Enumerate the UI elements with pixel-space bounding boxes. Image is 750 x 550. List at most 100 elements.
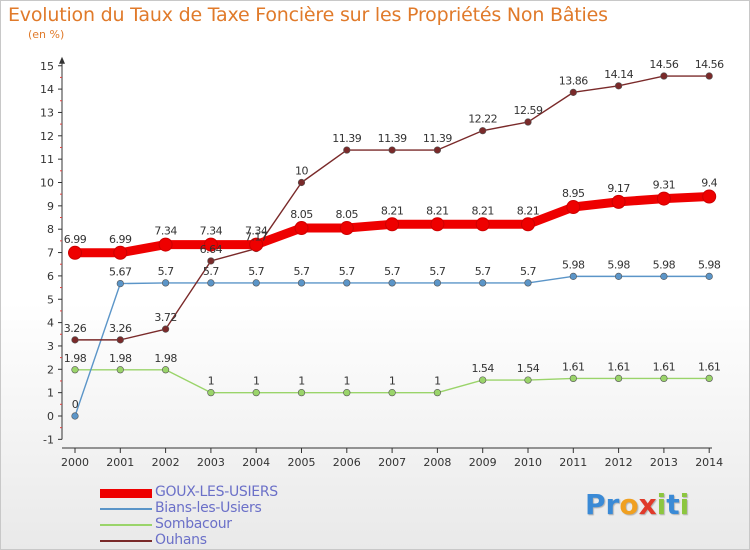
y-tick-label: 2: [47, 363, 54, 376]
y-tick-label: 4: [47, 317, 54, 330]
x-tick-label: 2011: [559, 456, 587, 469]
data-point: [660, 72, 668, 80]
data-label: 8.95: [562, 187, 585, 200]
data-point: [614, 82, 623, 90]
x-tick-label: 2000: [61, 456, 89, 469]
y-tick-label: 8: [47, 223, 54, 236]
y-tick-label: 15: [40, 60, 54, 73]
data-point: [611, 194, 626, 209]
data-point: [162, 366, 170, 374]
data-point: [614, 374, 623, 383]
data-point: [475, 217, 490, 232]
data-point: [430, 217, 445, 232]
logo-letter: o: [619, 488, 639, 521]
y-tick-label: 5: [47, 293, 54, 306]
data-label: 8.21: [426, 204, 449, 217]
data-label: 5.7: [339, 265, 355, 278]
data-point: [207, 279, 215, 287]
data-point: [343, 279, 351, 287]
chart-subtitle: (en %): [28, 28, 65, 41]
x-tick-label: 2013: [650, 456, 678, 469]
data-label: 1.61: [562, 360, 585, 373]
y-tick-label: 14: [40, 83, 54, 96]
data-point: [207, 257, 215, 265]
data-label: 7.34: [154, 225, 177, 238]
data-point: [297, 389, 306, 397]
data-point: [705, 72, 713, 80]
data-point: [162, 279, 170, 287]
legend-swatch: [100, 540, 152, 542]
data-point: [524, 118, 532, 126]
logo-letter: x: [638, 488, 657, 521]
legend-label: Bians-les-Usiers: [155, 500, 262, 516]
data-label: 1.54: [471, 362, 494, 375]
data-point: [343, 389, 351, 397]
data-label: 1.61: [653, 360, 676, 373]
data-point: [388, 389, 396, 397]
data-point: [479, 279, 487, 287]
data-label: 9.4: [701, 177, 717, 190]
data-point: [660, 374, 668, 383]
data-point: [702, 189, 717, 204]
y-tick-label: 11: [40, 153, 54, 166]
data-point: [524, 376, 532, 384]
data-label: 14.56: [649, 58, 678, 71]
data-label: 0: [72, 398, 79, 411]
y-tick-label: 10: [40, 177, 54, 190]
data-label: 5.67: [109, 266, 132, 279]
data-label: 1: [208, 375, 215, 388]
data-point: [203, 237, 218, 252]
data-label: 10: [295, 165, 308, 178]
data-point: [433, 279, 442, 287]
data-point: [297, 178, 306, 187]
chart-title: Evolution du Taux de Taxe Foncière sur l…: [8, 4, 608, 26]
data-label: 1.54: [517, 362, 540, 375]
data-point: [71, 412, 79, 420]
data-point: [207, 389, 215, 397]
data-point: [705, 374, 713, 383]
data-point: [521, 217, 535, 232]
data-label: 12.59: [514, 104, 543, 117]
data-label: 5.98: [562, 258, 585, 271]
logo-letter: i: [656, 488, 667, 521]
proxiti-logo: Proxiti: [585, 488, 689, 521]
data-point: [388, 146, 396, 154]
data-label: 9.31: [653, 179, 676, 192]
y-tick-label: 3: [47, 340, 54, 353]
data-point: [116, 280, 124, 288]
data-point: [158, 237, 173, 252]
data-point: [433, 389, 442, 397]
y-tick-label: 1: [47, 387, 54, 400]
data-label: 11.39: [378, 132, 407, 145]
y-axis-arrow: [59, 56, 65, 64]
x-tick-label: 2004: [242, 456, 270, 469]
data-point: [71, 366, 79, 374]
data-point: [660, 272, 668, 280]
y-tick-label: -1: [43, 433, 54, 446]
data-label: 7.34: [200, 225, 223, 238]
data-point: [479, 376, 487, 384]
data-label: 3.26: [64, 322, 87, 335]
data-label: 8.21: [381, 204, 404, 217]
data-point: [433, 146, 442, 154]
logo-letter: i: [679, 488, 690, 521]
x-tick-label: 2003: [197, 456, 225, 469]
data-label: 1.98: [64, 352, 87, 365]
data-label: 11.39: [332, 132, 361, 145]
legend-swatch: [100, 488, 152, 498]
legend-label: Ouhans: [155, 532, 207, 548]
data-point: [385, 217, 400, 232]
data-label: 1: [389, 375, 396, 388]
data-point: [249, 237, 264, 252]
logo-letter: r: [605, 488, 620, 521]
data-point: [479, 127, 487, 135]
data-label: 5.7: [158, 265, 174, 278]
data-label: 9.17: [607, 182, 630, 195]
data-label: 6.99: [64, 233, 87, 246]
data-point: [162, 325, 170, 333]
data-label: 5.7: [248, 265, 264, 278]
data-point: [297, 279, 306, 287]
data-label: 5.7: [429, 265, 445, 278]
